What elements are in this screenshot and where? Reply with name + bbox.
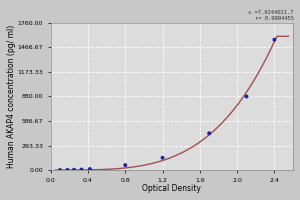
Text: s =7.9244021.7
r= 0.9994455: s =7.9244021.7 r= 0.9994455 [248, 10, 294, 21]
Point [272, 38, 277, 41]
Point [123, 164, 128, 167]
Point [58, 168, 62, 172]
Point [160, 156, 165, 159]
X-axis label: Optical Density: Optical Density [142, 184, 201, 193]
Point [65, 168, 70, 172]
Point [88, 167, 92, 171]
Point [207, 132, 212, 135]
Point [244, 95, 249, 98]
Y-axis label: Human AKAP4 concentration (pg/ ml): Human AKAP4 concentration (pg/ ml) [7, 25, 16, 168]
Point [72, 168, 76, 171]
Point [79, 168, 84, 171]
